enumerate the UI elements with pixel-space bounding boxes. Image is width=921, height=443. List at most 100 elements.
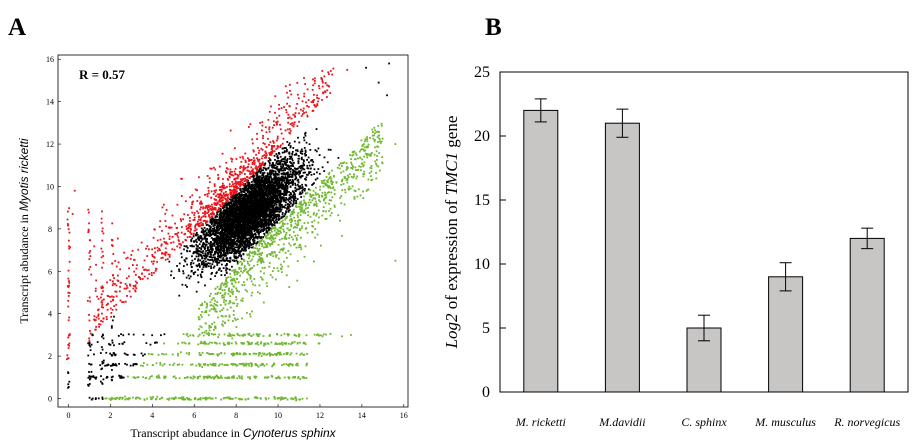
scatter-point [285,167,288,170]
scatter-point [235,209,238,212]
scatter-point [260,196,263,198]
scatter-point [288,209,291,212]
scatter-point [242,195,245,198]
scatter-point [201,271,203,274]
scatter-point [229,193,232,195]
scatter-point [270,219,273,222]
scatter-point [283,194,285,196]
scatter-point [294,178,297,181]
scatter-point [259,237,262,239]
scatter-point [186,246,189,249]
scatter-point [191,255,193,258]
scatter-point [227,202,230,205]
scatter-point [211,271,213,274]
scatter-point [259,197,262,200]
scatter-point [246,239,249,242]
scatter-point [211,222,214,224]
scatter-point [245,221,248,224]
scatter-point [238,218,241,221]
scatter-point [231,265,233,268]
scatter-point [204,230,207,233]
scatter-point [287,176,290,178]
scatter-point [234,204,237,207]
scatter-point [288,155,291,158]
scatter-point [257,215,259,218]
scatter-point [286,190,288,193]
scatter-point [285,193,287,196]
scatter-point [239,187,242,190]
scatter-point [185,245,188,247]
scatter-point [195,247,198,250]
scatter-point [271,184,274,187]
scatter-point [291,176,294,178]
scatter-point [224,210,227,213]
scatter-point [272,195,275,198]
scatter-point [262,228,265,231]
scatter-point [253,223,256,226]
scatter-point [304,134,307,137]
scatter-point [262,216,265,219]
scatter-point [312,197,315,200]
scatter-point [270,187,272,190]
scatter-point [271,191,274,193]
scatter-point [243,224,246,227]
scatter-point [238,254,241,257]
scatter-point [259,199,262,201]
scatter-point [221,212,224,215]
scatter-point [201,257,203,260]
scatter-point [263,198,266,201]
scatter-point [286,177,289,180]
scatter-point [272,210,275,213]
scatter-point [250,235,253,238]
scatter-point [204,254,207,257]
scatter-point [192,262,195,265]
scatter-point [260,218,263,221]
scatter-point [249,184,251,187]
scatter-point [252,207,254,210]
scatter-point [221,254,223,257]
scatter-point [244,210,247,213]
scatter-point [277,219,280,222]
scatter-point [227,246,230,249]
scatter-point [218,261,221,264]
scatter-point [241,207,244,210]
scatter-point [204,237,207,240]
scatter-point [209,244,211,247]
scatter-point [280,187,283,190]
scatter-point [241,197,244,200]
scatter-point [304,152,306,155]
scatter-point [234,193,237,196]
scatter-point [206,247,209,249]
scatter-point [240,235,243,238]
scatter-point [289,192,292,194]
scatter-point [265,229,268,232]
scatter-point [213,229,216,232]
scatter-point [281,213,284,216]
scatter-point [208,225,211,227]
scatter-point [238,226,241,229]
scatter-point [296,198,299,201]
scatter-point [266,172,269,175]
scatter-point [308,143,311,146]
scatter-point [274,186,277,189]
scatter-point [281,223,284,226]
scatter-point [235,259,238,262]
scatter-point [258,228,261,231]
scatter-point [217,254,220,256]
scatter-point [228,214,230,217]
scatter-point [235,212,237,215]
scatter-point [214,221,217,224]
scatter-point [307,156,310,159]
scatter-point [231,269,233,272]
scatter-point [216,230,219,233]
scatter-point [276,229,279,231]
scatter-point [226,249,229,251]
scatter-point [219,213,222,216]
scatter-point [296,150,299,153]
scatter-point [240,191,243,194]
scatter-point [197,237,200,239]
scatter-point [244,152,247,155]
scatter-point [221,226,224,229]
scatter-point [288,168,291,171]
scatter-point [261,194,264,197]
